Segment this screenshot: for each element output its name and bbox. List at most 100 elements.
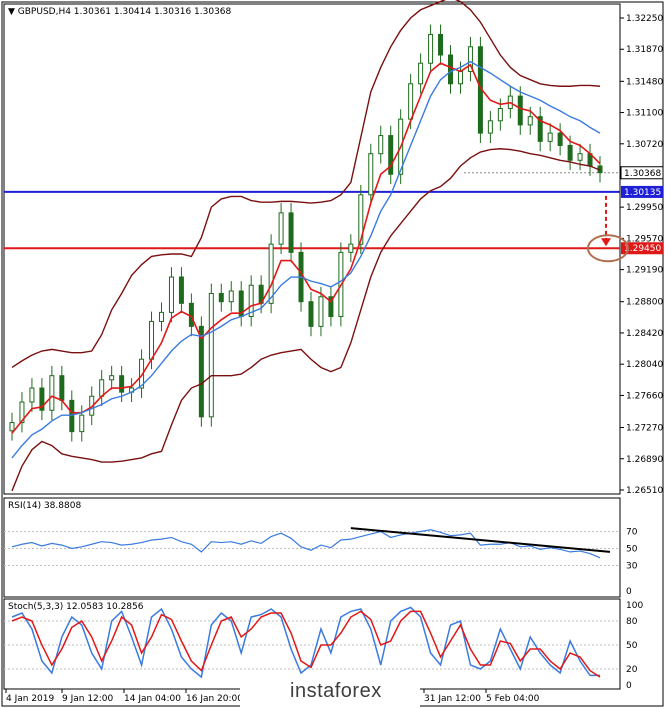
candle-body	[318, 296, 324, 327]
candle-body	[218, 292, 224, 303]
price-axis-label: 1.28420	[626, 329, 663, 339]
watermark-box	[240, 676, 420, 708]
rsi-axis-label: 50	[626, 545, 638, 555]
candle-body	[497, 107, 503, 122]
rsi-trendline	[350, 527, 611, 553]
candle-body	[378, 135, 384, 155]
candle-body	[368, 153, 374, 196]
time-axis-label: 5 Feb 04:00	[486, 694, 540, 704]
candle-body	[487, 120, 493, 134]
rsi-axis-label: 0	[626, 587, 632, 597]
level-price-label: 1.30135	[624, 188, 661, 198]
candle-body	[268, 243, 274, 304]
candle-body	[178, 276, 184, 304]
candle-body	[467, 46, 473, 72]
candle-body	[119, 375, 125, 393]
price-axis-label: 1.27660	[626, 391, 663, 401]
stoch-label: Stoch(5,3,3) 12.0583 10.2856	[8, 602, 144, 612]
price-axis-label: 1.26510	[626, 486, 663, 496]
stoch-axis-label: 50	[626, 641, 638, 651]
candle-body	[577, 153, 583, 161]
level-price-label: 1.29450	[624, 244, 661, 254]
candle-body	[567, 144, 573, 161]
candle-body	[408, 83, 414, 120]
candle-body	[388, 135, 394, 175]
candle-body	[288, 212, 294, 253]
stoch-axis-label: 80	[626, 617, 638, 627]
candle-body	[428, 33, 434, 64]
candle-body	[348, 243, 354, 253]
price-axis-label: 1.29950	[626, 203, 663, 213]
time-axis-label: 4 Jan 2019	[6, 694, 54, 704]
candle-body	[69, 399, 75, 433]
price-axis-label: 1.29190	[626, 266, 663, 276]
rsi-axis-label: 70	[626, 528, 638, 538]
candle-body	[59, 375, 65, 401]
price-axis-label: 1.31480	[626, 77, 663, 87]
candle-body	[39, 387, 45, 411]
current-price-tag	[620, 166, 664, 180]
price-axis-label: 1.31100	[626, 109, 663, 119]
candle-body	[438, 33, 444, 56]
candle-body	[448, 54, 454, 85]
level-price-tag	[621, 242, 663, 255]
candle-body	[158, 311, 164, 322]
stoch-axis-label: 20	[626, 665, 638, 675]
price-axis-label: 1.28040	[626, 360, 663, 370]
level-price-tag	[621, 185, 663, 198]
price-axis-label: 1.26890	[626, 455, 663, 465]
price-axis-label: 1.28800	[626, 298, 663, 308]
stoch-line-d	[11, 610, 601, 678]
candle-body	[557, 132, 563, 146]
candle-body	[188, 302, 194, 327]
candle-body	[308, 301, 314, 327]
candle-body	[537, 116, 543, 142]
candle-body	[208, 292, 214, 418]
time-axis-label: 16 Jan 20:00	[186, 694, 243, 704]
price-axis-label: 1.30720	[626, 140, 663, 150]
candle-body	[9, 422, 15, 432]
series-bb-lower	[11, 148, 601, 492]
candle-body	[547, 132, 553, 142]
candle-body	[99, 379, 105, 397]
time-axis-label: 14 Jan 04:00	[124, 694, 181, 704]
candle-body	[29, 387, 35, 403]
candle-body	[328, 296, 334, 317]
stoch-line-k	[11, 606, 600, 679]
candle-body	[228, 290, 234, 303]
time-axis-label: 9 Jan 12:00	[62, 694, 114, 704]
candle-body	[418, 62, 424, 85]
target-ellipse	[587, 234, 629, 263]
candle-body	[517, 95, 523, 126]
stoch-axis-label: 0	[626, 681, 632, 691]
series-bb-upper	[11, 0, 601, 369]
candle-body	[49, 375, 55, 411]
current-price-label: 1.30368	[624, 169, 661, 179]
candle-body	[168, 276, 174, 313]
candle-body	[527, 116, 533, 126]
series-ma-fast	[11, 62, 601, 434]
candle-body	[149, 320, 155, 360]
candle-body	[278, 212, 284, 245]
price-axis-label: 1.31870	[626, 45, 663, 55]
price-axis-label: 1.29570	[626, 234, 663, 244]
candle-body	[109, 375, 115, 381]
stoch-axis-label: 100	[626, 601, 643, 611]
candle-body	[248, 284, 254, 317]
series-ma-mid	[11, 60, 601, 459]
candle-body	[198, 325, 204, 418]
time-axis-label: 31 Jan 12:00	[424, 694, 481, 704]
price-axis-label: 1.32250	[626, 14, 663, 24]
candle-body	[457, 70, 463, 85]
watermark-text: instaforex	[290, 680, 382, 702]
candle-body	[358, 194, 364, 245]
rsi-axis-label: 30	[626, 562, 638, 572]
forecast-arrow-head	[601, 238, 611, 247]
candle-body	[19, 401, 25, 424]
rsi-line	[11, 529, 601, 559]
rsi-label: RSI(14) 38.8808	[8, 501, 81, 511]
rsi-pane	[3, 497, 621, 598]
price-axis-label: 1.27270	[626, 424, 663, 434]
